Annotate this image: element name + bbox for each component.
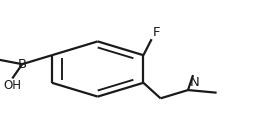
- Text: N: N: [189, 76, 199, 89]
- Text: B: B: [18, 58, 27, 71]
- Text: F: F: [153, 26, 161, 39]
- Text: OH: OH: [3, 79, 21, 92]
